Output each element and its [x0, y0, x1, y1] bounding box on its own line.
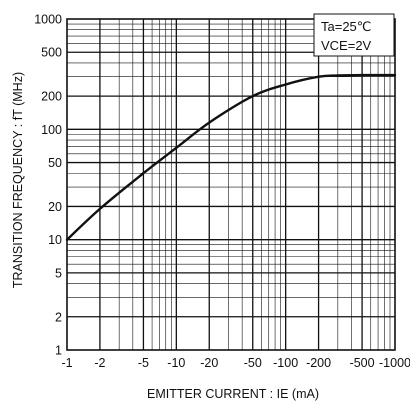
- x-tick-label: -200: [306, 356, 331, 370]
- y-tick-label: 500: [41, 46, 62, 60]
- conditions-box: Ta=25℃ VCE=2V: [313, 13, 395, 57]
- y-tick-label: 10: [48, 233, 62, 247]
- y-tick-label: 200: [41, 90, 62, 104]
- x-tick-label: -20: [200, 356, 218, 370]
- series-line: [65, 73, 397, 241]
- plot-frame: [66, 18, 396, 351]
- x-tick-label: -500: [350, 356, 375, 370]
- y-tick-label: 100: [41, 123, 62, 137]
- y-tick-label: 1000: [34, 13, 62, 27]
- x-tick-label: -2: [94, 356, 105, 370]
- x-tick-label: -10: [167, 356, 185, 370]
- conditions-box-frame: [313, 13, 395, 57]
- x-tick-label: -100: [273, 356, 298, 370]
- annotation-voltage: VCE=2V: [321, 38, 372, 53]
- y-tick-label: 2: [55, 310, 62, 324]
- x-tick-label: -1000: [379, 356, 410, 370]
- annotation-temperature: Ta=25℃: [321, 19, 371, 34]
- y-tick-label: 1: [55, 344, 62, 358]
- y-tick-label: 5: [55, 266, 62, 280]
- x-axis-label: EMITTER CURRENT : IE (mA): [147, 387, 319, 401]
- series-layer: [65, 73, 397, 241]
- tick-labels: -1 -2 -5 -10 -20 -50 -100 -200 -500 -1000 1 2 5 10 20 5…: [34, 13, 410, 371]
- x-tick-label: -5: [138, 356, 149, 370]
- y-axis-label: TRANSITION FREQUENCY : fT (MHz): [11, 72, 25, 288]
- x-tick-label: -1: [61, 356, 72, 370]
- y-tick-label: 50: [48, 156, 62, 170]
- x-tick-label: -50: [244, 356, 262, 370]
- y-tick-label: 20: [48, 200, 62, 214]
